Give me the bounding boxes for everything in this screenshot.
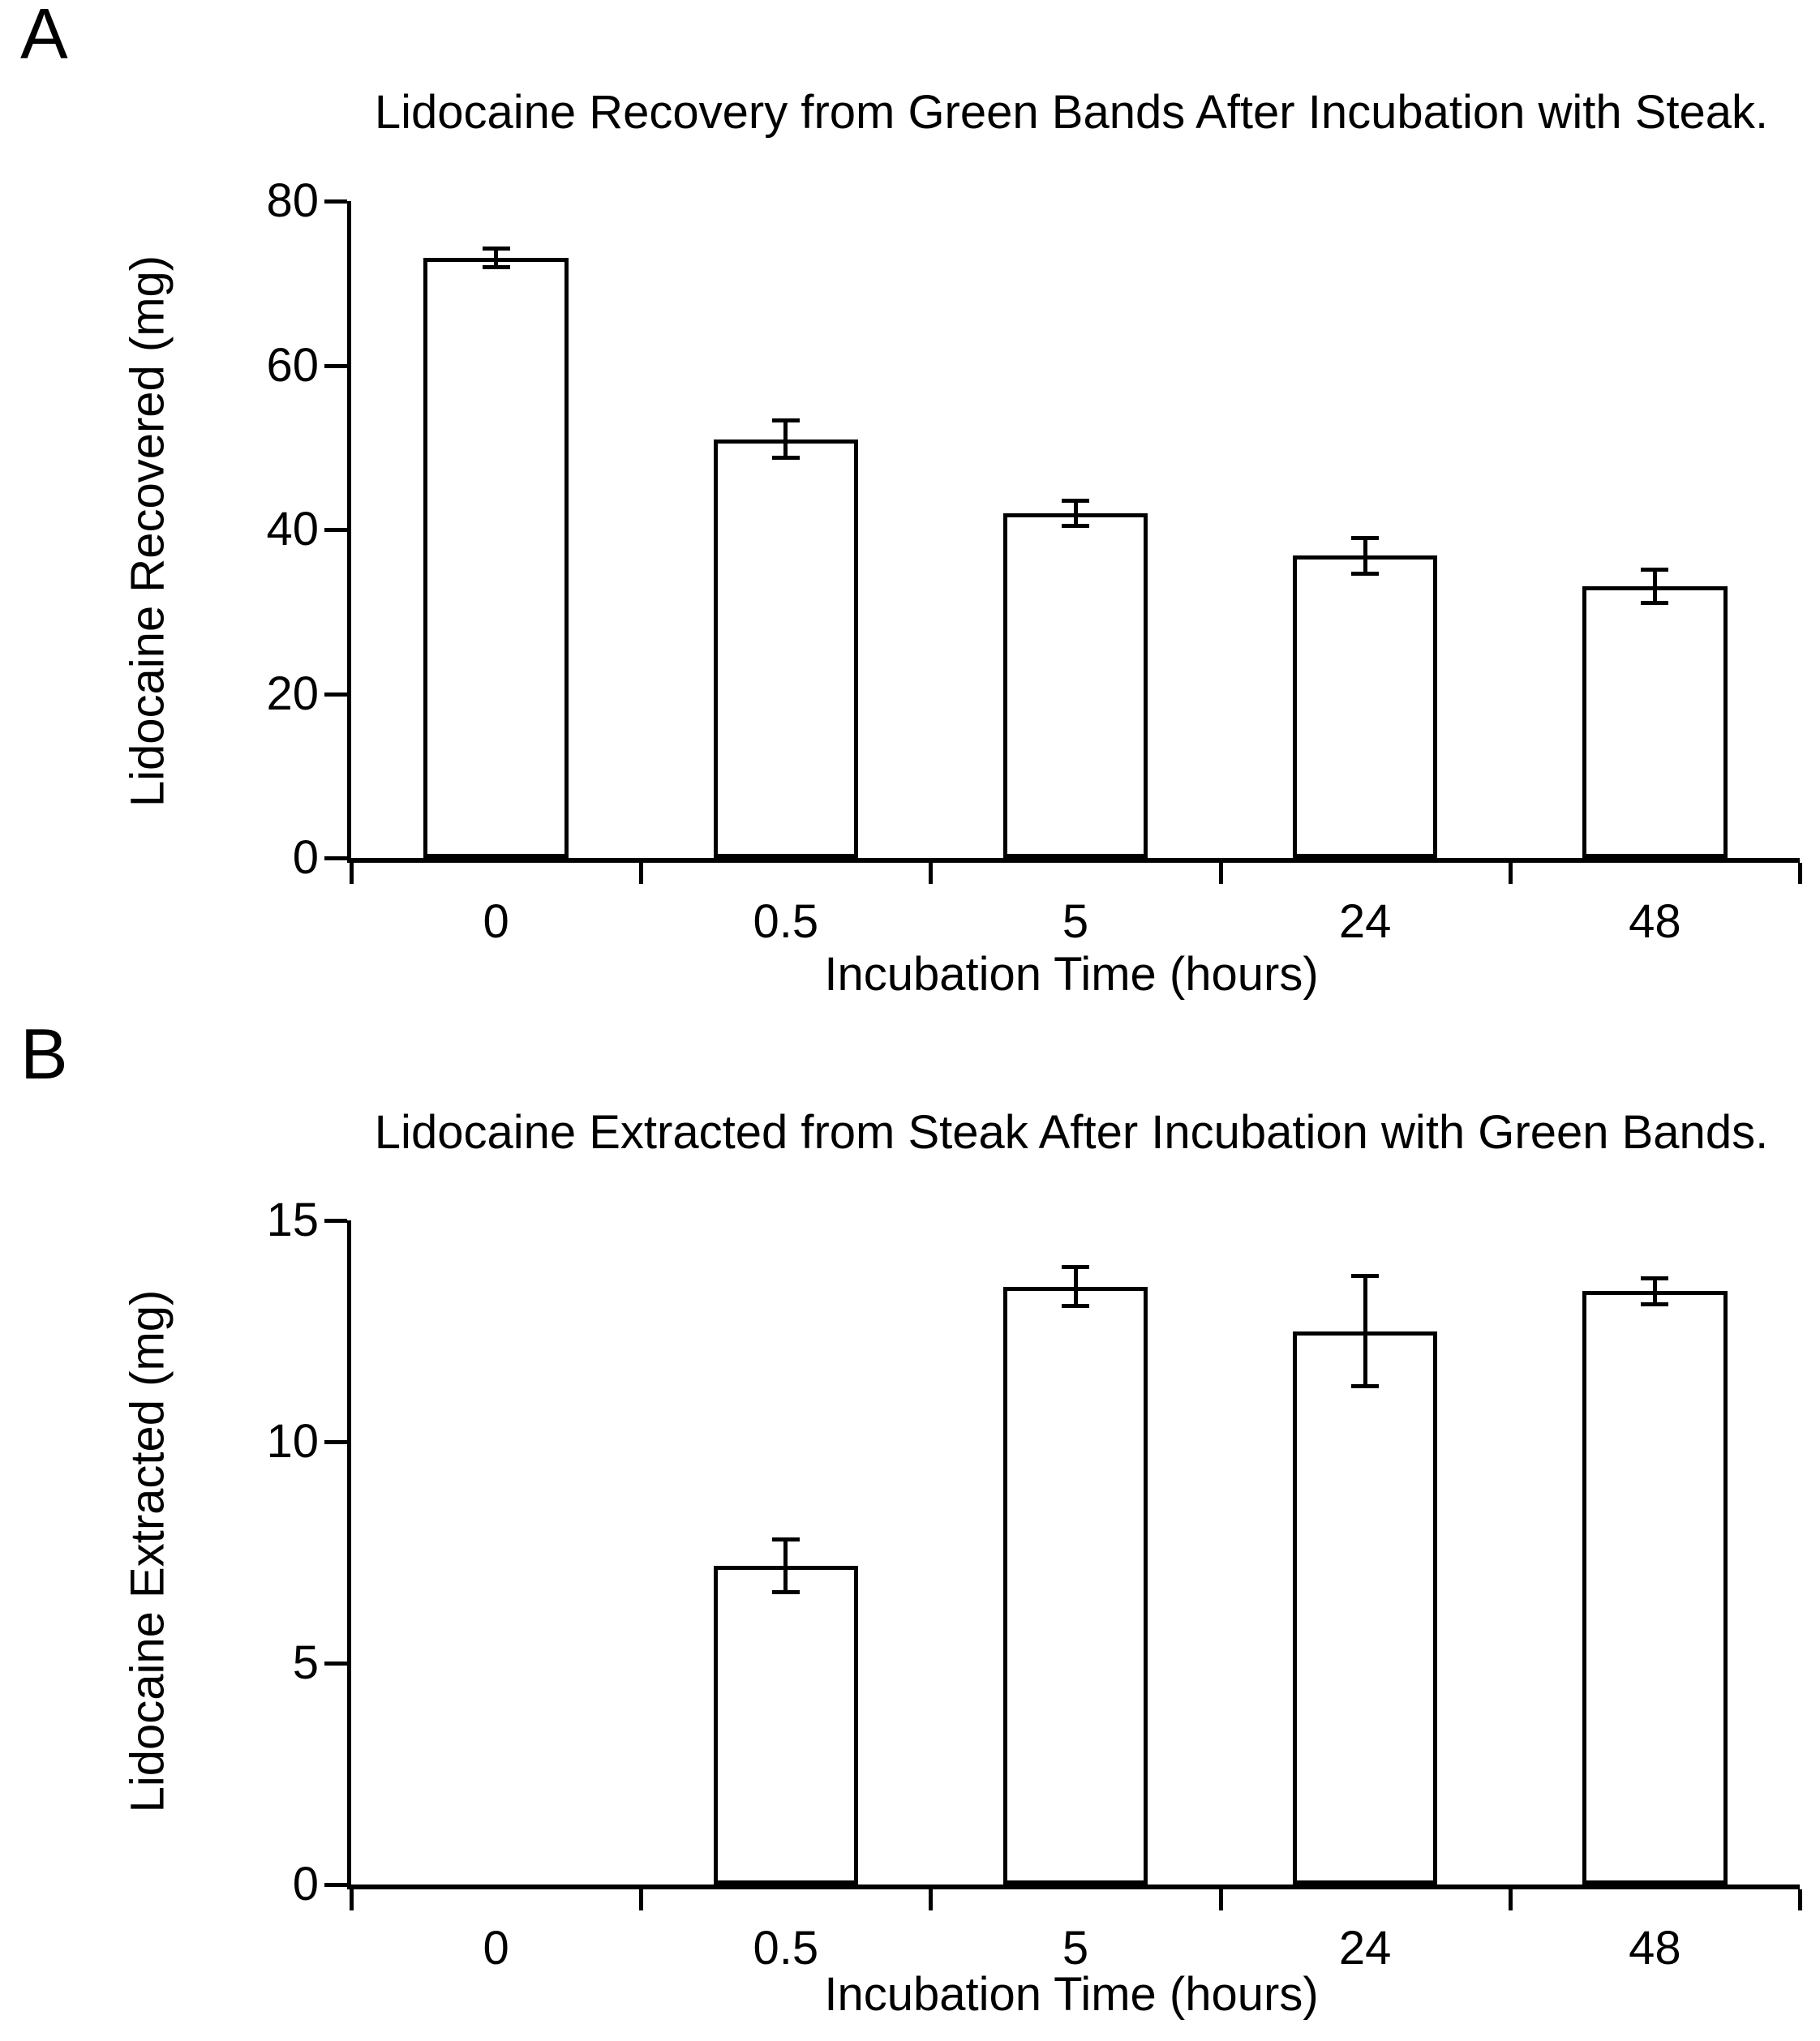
- x-axis-tick: [1798, 1889, 1802, 1910]
- bar: [1292, 555, 1438, 858]
- chart-a-y-axis-label: Lidocaine Recovered (mg): [121, 255, 174, 808]
- x-axis-tick: [1218, 863, 1223, 884]
- y-axis-tick-label: 40: [266, 503, 319, 555]
- error-bar-cap-bottom: [482, 265, 510, 269]
- error-bar: [1073, 500, 1078, 526]
- x-category-label: 48: [1629, 1922, 1681, 1975]
- y-axis-tick: [324, 692, 347, 697]
- panel-a-label: A: [20, 0, 68, 74]
- error-bar-cap-top: [1641, 1276, 1669, 1280]
- y-axis-tick-label: 15: [266, 1194, 319, 1246]
- chart-b-title: Lidocaine Extracted from Steak After Inc…: [374, 1106, 1769, 1159]
- y-axis-tick: [324, 1440, 347, 1444]
- error-bar-cap-top: [1062, 498, 1089, 503]
- error-bar: [1652, 568, 1657, 604]
- bar: [713, 1565, 859, 1884]
- bar: [1002, 512, 1148, 858]
- y-axis-tick: [324, 1219, 347, 1223]
- y-axis-tick: [324, 528, 347, 532]
- panel-b: B Lidocaine Extracted from Steak After I…: [0, 1014, 1820, 2041]
- error-bar: [1363, 1276, 1367, 1387]
- chart-b-plot-area: 0 5 10 15 0 0.5 5 24 48: [266, 1197, 1802, 1974]
- error-bar-cap-bottom: [1351, 1383, 1380, 1388]
- y-axis-tick-label: 80: [266, 174, 319, 227]
- y-axis-tick: [324, 1883, 347, 1887]
- error-bar-cap-top: [771, 1537, 800, 1542]
- x-axis-tick: [350, 863, 354, 884]
- error-bar: [783, 420, 788, 458]
- y-axis-tick: [324, 199, 347, 204]
- x-axis-tick: [639, 863, 644, 884]
- x-axis-tick: [1508, 863, 1513, 884]
- bar: [1582, 1291, 1728, 1884]
- error-bar-cap-top: [1351, 1274, 1380, 1279]
- y-axis-tick: [324, 1662, 347, 1666]
- error-bar: [1073, 1267, 1078, 1307]
- error-bar-cap-bottom: [771, 455, 800, 460]
- x-axis-tick: [350, 1889, 354, 1910]
- x-axis-tick: [639, 1889, 644, 1910]
- error-bar: [1363, 538, 1367, 574]
- x-axis-tick: [929, 1889, 934, 1910]
- panel-a: A Lidocaine Recovery from Green Bands Af…: [0, 0, 1820, 1020]
- x-category-label: 24: [1338, 895, 1392, 948]
- error-bar: [1652, 1277, 1657, 1305]
- chart-a-title: Lidocaine Recovery from Green Bands Afte…: [374, 86, 1769, 139]
- x-category-label: 5: [1062, 1922, 1089, 1975]
- error-bar-cap-top: [482, 246, 510, 251]
- y-axis-tick-label: 10: [266, 1415, 319, 1468]
- error-bar-cap-top: [771, 418, 800, 423]
- y-axis-tick-label: 20: [266, 667, 319, 720]
- error-bar: [783, 1539, 788, 1593]
- error-bar-cap-top: [1062, 1265, 1089, 1270]
- x-category-label: 0: [483, 895, 509, 948]
- error-bar: [494, 247, 499, 268]
- x-axis-tick: [1798, 863, 1802, 884]
- y-axis-tick-label: 0: [292, 831, 319, 884]
- error-bar-cap-bottom: [1641, 601, 1669, 606]
- bar: [1582, 585, 1728, 858]
- chart-b-y-axis-label: Lidocaine Extracted (mg): [121, 1289, 174, 1813]
- x-category-label: 0: [483, 1922, 509, 1975]
- y-axis-tick: [324, 856, 347, 860]
- x-category-label: 24: [1338, 1922, 1392, 1975]
- error-bar-cap-bottom: [1641, 1301, 1669, 1306]
- x-category-label: 5: [1062, 895, 1089, 948]
- error-bar-cap-bottom: [771, 1589, 800, 1594]
- error-bar-cap-top: [1641, 567, 1669, 572]
- y-axis-tick-label: 60: [266, 338, 319, 392]
- bar: [1292, 1331, 1438, 1884]
- y-axis-tick-label: 5: [292, 1636, 319, 1689]
- y-axis-tick: [324, 363, 347, 368]
- x-axis-tick: [1508, 1889, 1513, 1910]
- error-bar-cap-bottom: [1062, 1304, 1089, 1309]
- x-category-label: 48: [1629, 895, 1681, 948]
- bar: [713, 439, 859, 858]
- x-category-label: 0.5: [753, 895, 819, 948]
- x-category-label: 0.5: [753, 1922, 819, 1975]
- error-bar-cap-top: [1351, 536, 1380, 541]
- error-bar-cap-bottom: [1062, 523, 1089, 528]
- chart-a-x-axis-label: Incubation Time (hours): [824, 948, 1319, 1001]
- x-axis-tick: [1218, 1889, 1223, 1910]
- error-bar-cap-bottom: [1351, 571, 1380, 576]
- bar: [1002, 1286, 1148, 1884]
- panel-b-label: B: [20, 1014, 68, 1094]
- x-axis-tick: [929, 863, 934, 884]
- chart-b-x-axis-label: Incubation Time (hours): [824, 1968, 1319, 2021]
- chart-a-plot-area: 0 20 40 60 80 0 0.5 5 24 48: [266, 178, 1802, 947]
- bar: [423, 257, 569, 858]
- y-axis-tick-label: 0: [292, 1858, 319, 1910]
